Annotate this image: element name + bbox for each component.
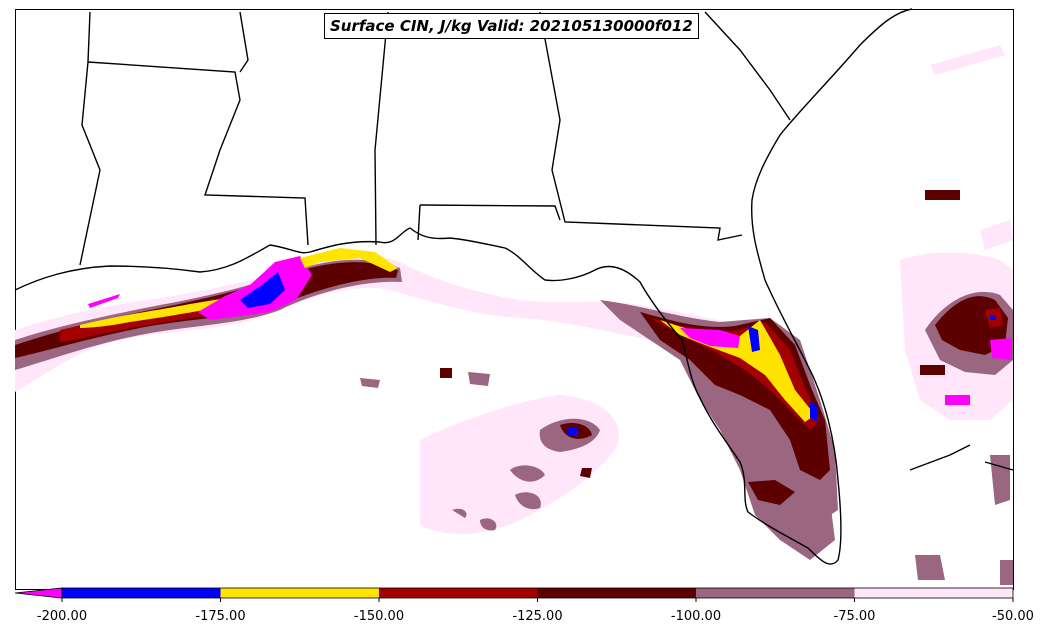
colorbar-tick-label: -75.00	[833, 609, 876, 624]
colorbar-tick-label: -150.00	[353, 609, 405, 624]
cin-atl-magenta	[945, 338, 1012, 405]
cin-atl-blue	[990, 315, 996, 320]
border-texas-louisiana	[79, 11, 101, 266]
colorbar-bin-2	[379, 588, 538, 598]
border-georgia-south-carolina	[704, 11, 791, 121]
cin-ms-strip-yellow	[300, 248, 398, 272]
border-louisiana-mississippi	[87, 61, 309, 246]
colorbar-tick-label: -200.00	[36, 609, 88, 624]
cin-contours	[15, 45, 1013, 585]
cin-fl-magenta	[680, 328, 740, 348]
colorbar-bin-4	[696, 588, 855, 598]
colorbar-ticks	[61, 598, 1014, 602]
border-alabama-florida	[419, 204, 561, 221]
cin-la-strip-magenta	[88, 294, 120, 308]
colorbar-bin-1	[220, 588, 379, 598]
map-title: Surface CIN, J/kg Valid: 202105130000f01…	[324, 13, 699, 39]
border-ms-al-east	[374, 11, 389, 246]
colorbar-tick-label: -125.00	[512, 609, 563, 624]
border-alabama-georgia	[539, 11, 743, 241]
colorbar-bin-5	[854, 588, 1013, 598]
border-mississippi-alabama	[239, 11, 249, 73]
colorbar-bin-3	[537, 588, 696, 598]
cin-gulf-small-cells	[360, 372, 490, 388]
cin-gulf-cell-blue	[568, 428, 578, 436]
border-al-fl-west	[417, 204, 421, 241]
cin-la-core-magenta	[198, 256, 312, 320]
coast-bahamas	[909, 444, 971, 471]
coast-cuba-north	[984, 461, 1014, 471]
cin-fl-peninsula-south-darkred	[748, 480, 795, 505]
cin-gulf-band-light	[15, 255, 795, 392]
cin-fl-blue	[748, 326, 818, 422]
cin-atl-bottom-cells	[915, 455, 1013, 585]
colorbar-tick-label: -100.00	[670, 609, 722, 624]
coastline-gulf	[14, 8, 913, 565]
cin-fl-red	[650, 318, 820, 430]
cin-atl-darkred	[920, 190, 1008, 375]
cin-la-core-blue	[240, 272, 285, 308]
cin-gulf-band-yellow	[80, 282, 300, 328]
colorbar-bins	[62, 588, 1013, 598]
colorbar-tick-label: -50.00	[992, 609, 1034, 624]
colorbar-tick-label: -175.00	[195, 609, 246, 624]
cin-atl-light-streaks	[930, 45, 1013, 250]
boundaries	[14, 8, 1014, 565]
colorbar-bin-0	[62, 588, 221, 598]
colorbar	[14, 587, 1014, 602]
cin-gulf-cells-mauve	[452, 418, 600, 531]
